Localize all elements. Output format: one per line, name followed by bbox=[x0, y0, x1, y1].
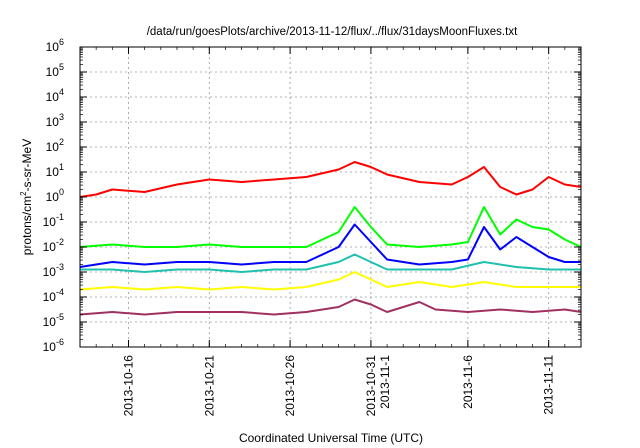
y-tick-label: 10-1 bbox=[43, 212, 64, 229]
y-tick-label: 102 bbox=[46, 137, 64, 154]
chart-title: /data/run/goesPlots/archive/2013-11-12/f… bbox=[147, 26, 518, 38]
y-tick-label-base: 10 bbox=[46, 140, 60, 154]
y-tick-label-base: 10 bbox=[46, 65, 60, 79]
grid-lines bbox=[80, 47, 581, 347]
x-tick-label: 2013-11-11 bbox=[542, 355, 556, 415]
y-tick-label: 104 bbox=[46, 87, 64, 104]
y-tick-label-exponent: -1 bbox=[56, 212, 64, 222]
y-tick-label-exponent: 5 bbox=[59, 62, 64, 72]
y-tick-label: 10-6 bbox=[43, 337, 64, 354]
y-axis-label: protons/cm2-s-sr-MeV bbox=[19, 139, 34, 255]
x-tick-label: 2013-10-21 bbox=[202, 355, 216, 417]
y-tick-label-base: 10 bbox=[43, 240, 57, 254]
y-tick-label-base: 10 bbox=[46, 40, 60, 54]
y-tick-label-base: 10 bbox=[43, 340, 57, 354]
y-tick-label: 106 bbox=[46, 37, 64, 54]
series-line bbox=[79, 271, 581, 291]
x-tick-label: 2013-11-1 bbox=[378, 355, 392, 409]
y-tick-label: 10-5 bbox=[43, 312, 64, 329]
y-axis-label-main: protons/cm bbox=[20, 196, 34, 255]
y-tick-label: 103 bbox=[46, 112, 64, 129]
y-tick-label-exponent: 4 bbox=[59, 87, 64, 97]
y-tick-label-base: 10 bbox=[43, 290, 57, 304]
x-tick-label: 2013-10-31 bbox=[364, 355, 378, 417]
y-tick-label-base: 10 bbox=[43, 315, 57, 329]
series-layer bbox=[79, 161, 582, 316]
y-axis-label-rest: -s-sr-MeV bbox=[20, 139, 34, 192]
series-line bbox=[79, 223, 581, 268]
series-line bbox=[79, 298, 582, 316]
y-tick-label-base: 10 bbox=[46, 165, 60, 179]
x-tick-label: 2013-10-26 bbox=[283, 355, 297, 417]
y-tick-label-exponent: 1 bbox=[59, 162, 64, 172]
y-axis: 10-610-510-410-310-210-11001011021031041… bbox=[43, 37, 581, 354]
y-tick-label-exponent: -2 bbox=[56, 237, 64, 247]
y-tick-label-exponent: 0 bbox=[59, 187, 64, 197]
y-tick-label-base: 10 bbox=[46, 90, 60, 104]
x-axis: 2013-10-16 2013-10-21 2013-10-26 2013-10-31… bbox=[95, 47, 566, 417]
series-line bbox=[79, 206, 582, 248]
y-tick-label-exponent: 3 bbox=[59, 112, 64, 122]
y-tick-label: 10-3 bbox=[43, 262, 64, 279]
x-axis-label: Coordinated Universal Time (UTC) bbox=[239, 431, 423, 445]
series-line bbox=[80, 253, 581, 273]
y-tick-label: 100 bbox=[46, 187, 64, 204]
y-tick-label-exponent: 2 bbox=[59, 137, 64, 147]
y-tick-label: 105 bbox=[46, 62, 64, 79]
y-tick-label-exponent: -3 bbox=[56, 262, 64, 272]
y-tick-label-exponent: -5 bbox=[56, 312, 64, 322]
x-tick-label: 2013-10-16 bbox=[121, 355, 135, 417]
y-axis-label-superscript: 2 bbox=[19, 191, 28, 196]
x-tick-label: 2013-11-6 bbox=[461, 355, 475, 409]
y-tick-label-exponent: 6 bbox=[59, 37, 64, 47]
y-tick-label: 101 bbox=[46, 162, 64, 179]
y-tick-label-base: 10 bbox=[46, 115, 60, 129]
y-tick-label: 10-4 bbox=[43, 287, 64, 304]
y-tick-label-exponent: -6 bbox=[56, 337, 64, 347]
y-tick-label-base: 10 bbox=[46, 190, 60, 204]
y-tick-label-base: 10 bbox=[43, 215, 57, 229]
series-line bbox=[79, 161, 582, 198]
y-tick-label-base: 10 bbox=[43, 265, 57, 279]
y-tick-label-exponent: -4 bbox=[56, 287, 64, 297]
y-tick-label: 10-2 bbox=[43, 237, 64, 254]
